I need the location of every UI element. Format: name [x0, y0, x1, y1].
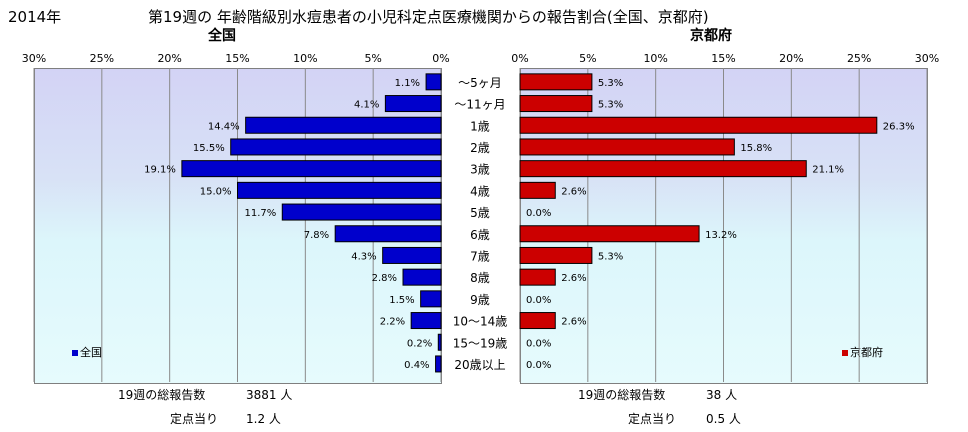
right-panel-title: 京都府 [690, 28, 732, 44]
kyoto-legend-swatch [842, 350, 848, 356]
national-bar [384, 95, 442, 113]
kyoto-per-sentinel-label: 定点当り [628, 412, 677, 426]
national-tick-label: 15% [225, 52, 249, 65]
kyoto-bar [519, 225, 700, 243]
national-data-label: 1.5% [389, 295, 414, 306]
kyoto-legend-label: 京都府 [850, 346, 883, 359]
national-bar [281, 203, 442, 221]
national-bar [435, 355, 442, 373]
kyoto-data-label: 2.6% [561, 273, 586, 284]
national-data-label: 11.7% [244, 208, 276, 219]
kyoto-tick-label: 25% [847, 52, 871, 65]
kyoto-total-label: 19週の総報告数 [578, 388, 666, 402]
age-category-label: 4歳 [470, 184, 490, 198]
national-data-label: 15.0% [200, 186, 232, 197]
national-tick-label: 20% [157, 52, 181, 65]
national-data-label: 2.8% [372, 273, 397, 284]
kyoto-data-label: 5.3% [598, 251, 623, 262]
national-data-label: 14.4% [208, 121, 240, 132]
national-bar [181, 160, 442, 178]
kyoto-total-value: 38 人 [706, 388, 738, 402]
kyoto-data-label: 5.3% [598, 100, 623, 111]
national-bar [245, 116, 442, 134]
national-tick-label: 0% [432, 52, 449, 65]
national-legend-label: 全国 [80, 346, 102, 359]
age-category-label: 20歳以上 [454, 358, 505, 372]
national-bar [437, 333, 442, 351]
national-tick-label: 25% [90, 52, 114, 65]
age-category-label: ～11ヶ月 [454, 98, 505, 112]
chart-title: 第19週の 年齢階級別水痘患者の小児科定点医療機関からの報告割合(全国、京都府) [148, 8, 709, 26]
national-data-label: 0.4% [404, 360, 429, 371]
age-category-label: 7歳 [470, 249, 490, 263]
kyoto-data-label: 0.0% [526, 338, 551, 349]
kyoto-data-label: 0.0% [526, 208, 551, 219]
kyoto-data-label: 13.2% [705, 230, 737, 241]
age-category-label: ～5ヶ月 [458, 76, 502, 90]
national-data-label: 15.5% [193, 143, 225, 154]
national-legend: 全国 [72, 344, 102, 360]
national-per-sentinel-value: 1.2 人 [246, 412, 281, 426]
national-tick-label: 5% [364, 52, 381, 65]
national-data-label: 1.1% [395, 78, 420, 89]
national-data-label: 19.1% [144, 165, 176, 176]
national-bar [237, 181, 442, 199]
kyoto-bar [519, 73, 593, 91]
age-category-label: 9歳 [470, 293, 490, 307]
kyoto-bar [519, 268, 556, 286]
kyoto-bar [519, 312, 556, 330]
national-total-label: 19週の総報告数 [118, 388, 206, 402]
age-category-label: 1歳 [470, 119, 490, 133]
national-bar [334, 225, 442, 243]
national-tick-label: 10% [293, 52, 317, 65]
kyoto-data-label: 0.0% [526, 295, 551, 306]
age-category-label: 8歳 [470, 271, 490, 285]
kyoto-bar [519, 160, 807, 178]
age-category-label: 15～19歳 [453, 336, 508, 350]
national-per-sentinel-label: 定点当り [170, 412, 219, 426]
age-category-label: 3歳 [470, 163, 490, 177]
national-bar [425, 73, 442, 91]
national-legend-swatch [72, 350, 78, 356]
kyoto-bar [519, 138, 735, 156]
age-category-label: 2歳 [470, 141, 490, 155]
national-data-label: 2.2% [380, 317, 405, 328]
kyoto-tick-label: 20% [779, 52, 803, 65]
kyoto-data-label: 26.3% [883, 121, 915, 132]
national-tick-label: 30% [22, 52, 46, 65]
chart-year: 2014年 [8, 8, 62, 26]
kyoto-tick-label: 10% [643, 52, 667, 65]
national-data-label: 4.3% [351, 251, 376, 262]
left-panel-title: 全国 [208, 28, 236, 44]
national-bar [230, 138, 442, 156]
kyoto-legend: 京都府 [842, 344, 883, 360]
kyoto-bar [519, 246, 593, 264]
age-category-label: 10～14歳 [453, 315, 508, 329]
kyoto-data-label: 15.8% [740, 143, 772, 154]
kyoto-bar [519, 95, 593, 113]
kyoto-tick-label: 5% [579, 52, 596, 65]
age-category-label: 6歳 [470, 228, 490, 242]
kyoto-data-label: 5.3% [598, 78, 623, 89]
national-bar [410, 312, 442, 330]
age-category-label: 5歳 [470, 206, 490, 220]
kyoto-tick-label: 30% [915, 52, 939, 65]
national-bar [402, 268, 442, 286]
national-data-label: 7.8% [304, 230, 329, 241]
kyoto-data-label: 0.0% [526, 360, 551, 371]
kyoto-data-label: 2.6% [561, 317, 586, 328]
national-total-value: 3881 人 [246, 388, 293, 402]
national-data-label: 4.1% [354, 100, 379, 111]
kyoto-data-label: 21.1% [812, 165, 844, 176]
kyoto-bar [519, 116, 878, 134]
national-bar [382, 246, 442, 264]
kyoto-tick-label: 15% [711, 52, 735, 65]
kyoto-per-sentinel-value: 0.5 人 [706, 412, 741, 426]
national-data-label: 0.2% [407, 338, 432, 349]
national-bar [420, 290, 442, 308]
kyoto-bar [519, 181, 556, 199]
kyoto-data-label: 2.6% [561, 186, 586, 197]
kyoto-tick-label: 0% [511, 52, 528, 65]
